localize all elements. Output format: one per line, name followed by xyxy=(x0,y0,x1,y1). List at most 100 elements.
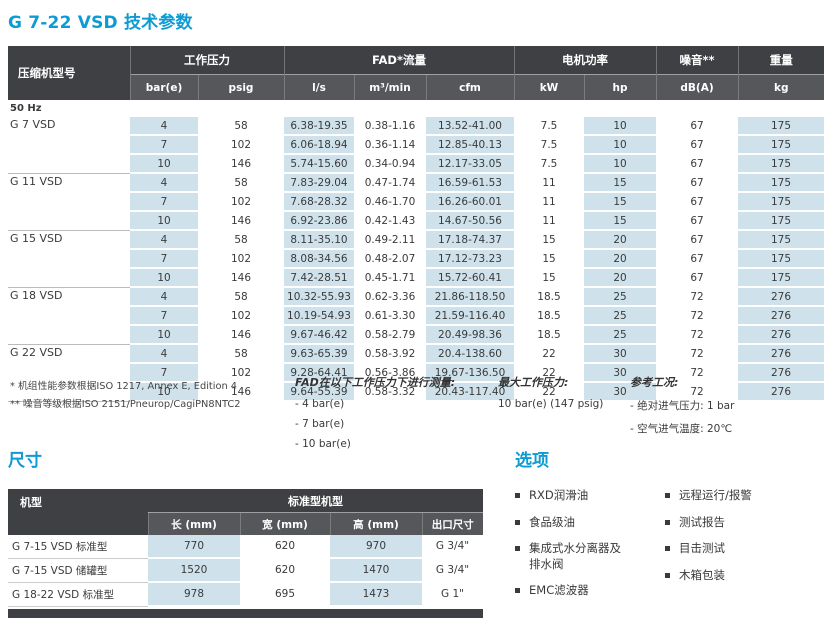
spec-cell: 0.38-1.16 xyxy=(354,117,426,136)
spec-cell: 15 xyxy=(514,268,584,288)
dimensions-cell: G 3/4" xyxy=(422,535,483,559)
spec-cell: 4 xyxy=(130,230,198,250)
dimensions-model-name: G 7-15 VSD 储罐型 xyxy=(8,558,148,583)
subheader-m3min: m³/min xyxy=(353,74,426,100)
spec-cell: 22 xyxy=(514,344,584,364)
bullet-icon xyxy=(665,519,670,525)
spec-row: 7 102 7.68-28.32 0.46-1.70 16.26-60.01 11 15 67… xyxy=(8,192,824,212)
option-item: 测试报告 xyxy=(665,515,815,531)
spec-cell: 72 xyxy=(656,363,738,383)
spec-cell: 21.86-118.50 xyxy=(426,287,514,307)
spec-cell: 11 xyxy=(514,192,584,212)
spec-row: 7 102 9.28-64.41 0.56-3.86 19.67-136.50 22 30 7… xyxy=(8,363,824,383)
spec-cell: 25 xyxy=(584,306,656,326)
col-header-motor-power: 电机功率 xyxy=(513,46,656,75)
options-column-2: 远程运行/报警测试报告目击测试木箱包装 xyxy=(665,488,815,610)
option-item: 食品级油 xyxy=(515,515,665,531)
spec-cell: 276 xyxy=(738,344,824,364)
spec-cell: 72 xyxy=(656,287,738,307)
bullet-icon xyxy=(665,546,670,552)
option-label: EMC滤波器 xyxy=(529,583,589,598)
spec-cell: 102 xyxy=(198,249,284,269)
spec-cell: 7 xyxy=(130,249,198,269)
option-item: EMC滤波器 xyxy=(515,583,665,599)
spec-cell: 0.58-3.92 xyxy=(354,344,426,364)
option-label: RXD润滑油 xyxy=(529,488,589,502)
spec-cell: 21.59-116.40 xyxy=(426,306,514,326)
spec-cell: 58 xyxy=(198,173,284,193)
dims-subheader-width: 宽 (mm) xyxy=(239,512,330,535)
spec-cell: 10 xyxy=(584,135,656,155)
spec-row: G 22 VSD 4 58 9.63-65.39 0.58-3.92 20.4-138.6… xyxy=(8,344,824,402)
spec-cell: 72 xyxy=(656,382,738,402)
spec-cell: 10 xyxy=(130,211,198,231)
spec-cell: 7.5 xyxy=(514,154,584,174)
option-label: 目击测试 xyxy=(679,541,725,556)
spec-cell: 15 xyxy=(514,249,584,269)
spec-row: G 15 VSD 4 58 8.11-35.10 0.49-2.11 17.18-74.3… xyxy=(8,230,824,288)
options-title: 选项 xyxy=(515,451,549,471)
spec-cell: 7.42-28.51 xyxy=(284,268,354,288)
spec-cell: 20.43-117.40 xyxy=(426,382,514,402)
dims-header-model: 机型 xyxy=(8,489,148,535)
option-label: 木箱包装 xyxy=(679,567,725,582)
spec-row: 10 146 5.74-15.60 0.34-0.94 12.17-33.05 7.5 10… xyxy=(8,154,824,174)
spec-cell: 9.64-55.39 xyxy=(284,382,354,402)
option-label: 远程运行/报警 xyxy=(679,488,752,502)
subheader-bare: bar(e) xyxy=(129,74,198,100)
spec-cell: 175 xyxy=(738,230,824,250)
spec-cell: 67 xyxy=(656,268,738,288)
spec-cell: 20.49-98.36 xyxy=(426,325,514,345)
spec-cell: 0.36-1.14 xyxy=(354,135,426,155)
spec-cell: 18.5 xyxy=(514,287,584,307)
spec-cell: 67 xyxy=(656,192,738,212)
fad-note-title: FAD在以下工作压力下进行测量: xyxy=(295,376,456,389)
spec-cell: 0.62-3.36 xyxy=(354,287,426,307)
spec-row: 10 146 7.42-28.51 0.45-1.71 15.72-60.41 15 20 6… xyxy=(8,268,824,288)
bullet-icon xyxy=(515,519,520,525)
dims-header-group: 标准型机型 xyxy=(148,489,483,513)
spec-cell: 0.56-3.86 xyxy=(354,363,426,383)
next-table-header-strip xyxy=(8,609,483,618)
spec-cell: 7.68-28.32 xyxy=(284,192,354,212)
spec-row: G 7 VSD 4 58 6.38-19.35 0.38-1.16 13.52-41.00… xyxy=(8,117,824,174)
subheader-dba: dB(A) xyxy=(655,74,738,100)
spec-cell: 72 xyxy=(656,344,738,364)
model-name: G 11 VSD xyxy=(8,173,130,231)
dimensions-cell: 695 xyxy=(240,582,330,607)
col-header-working-pressure: 工作压力 xyxy=(129,46,284,75)
spec-cell: 276 xyxy=(738,325,824,345)
spec-cell: 7 xyxy=(130,306,198,326)
reference-item: - 空气进气温度: 20℃ xyxy=(630,423,733,435)
spec-cell: 30 xyxy=(584,382,656,402)
spec-row: 10 146 6.92-23.86 0.42-1.43 14.67-50.56 11 15 6… xyxy=(8,211,824,231)
reference-item: - 绝对进气压力: 1 bar xyxy=(630,400,735,412)
spec-row: G 11 VSD 4 58 7.83-29.04 0.47-1.74 16.59-61.5… xyxy=(8,173,824,231)
dimensions-row: G 7-15 VSD 标准型 770 620 970 G 3/4" xyxy=(8,535,483,559)
spec-cell: 20 xyxy=(584,268,656,288)
spec-cell: 175 xyxy=(738,192,824,212)
spec-cell: 276 xyxy=(738,363,824,383)
spec-cell: 15 xyxy=(584,192,656,212)
footnote-iso1217: * 机组性能参数根据ISO 1217, Annex E, Edition 4 xyxy=(10,381,238,392)
spec-cell: 7 xyxy=(130,135,198,155)
spec-cell: 146 xyxy=(198,325,284,345)
frequency-label: 50 Hz xyxy=(8,100,130,117)
option-item: 集成式水分离器及排水阀 xyxy=(515,541,665,572)
spec-cell: 30 xyxy=(584,363,656,383)
dimensions-cell: 1520 xyxy=(148,558,240,583)
spec-cell: 7 xyxy=(130,192,198,212)
spec-cell: 0.34-0.94 xyxy=(354,154,426,174)
spec-cell: 13.52-41.00 xyxy=(426,117,514,136)
col-header-model: 压缩机型号 xyxy=(8,46,130,100)
spec-cell: 10 xyxy=(130,382,198,402)
spec-cell: 12.17-33.05 xyxy=(426,154,514,174)
spec-cell: 10.19-54.93 xyxy=(284,306,354,326)
spec-cell: 58 xyxy=(198,230,284,250)
spec-cell: 16.59-61.53 xyxy=(426,173,514,193)
spec-cell: 0.58-3.32 xyxy=(354,382,426,402)
spec-row: G 18 VSD 4 58 10.32-55.93 0.62-3.36 21.86-118… xyxy=(8,287,824,345)
spec-cell: 10 xyxy=(584,154,656,174)
spec-cell: 0.49-2.11 xyxy=(354,230,426,250)
dimensions-table: 机型 标准型机型 长 (mm) 宽 (mm) 高 (mm) 出口尺寸 G 7-1… xyxy=(8,489,483,607)
